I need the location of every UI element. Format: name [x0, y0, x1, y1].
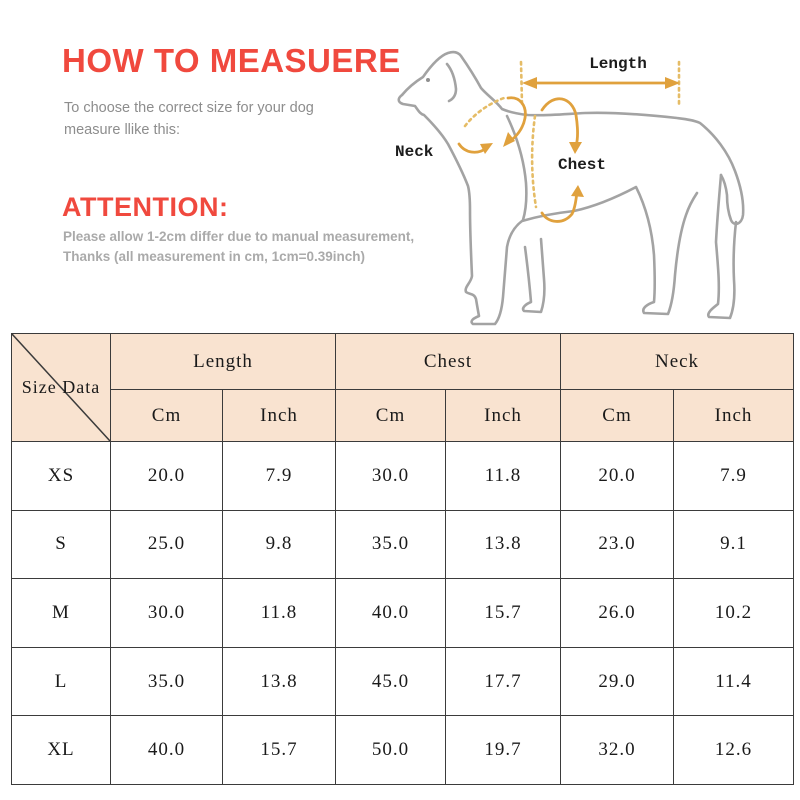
- neck-label: Neck: [395, 143, 434, 161]
- value-cell: 15.7: [445, 578, 562, 648]
- withers-arrowhead: [503, 132, 515, 147]
- chest-bottom-arrow: [540, 190, 579, 223]
- dog-ear-line: [445, 62, 458, 103]
- size-data-corner-cell: Size Data: [11, 333, 111, 442]
- table-row-l: L 35.0 13.8 45.0 17.7 29.0 11.4: [11, 646, 795, 717]
- chest-top-arrowhead: [569, 142, 582, 154]
- dog-measurement-diagram: Length Neck Chest: [395, 50, 745, 326]
- chest-bottom-arrowhead: [571, 185, 584, 197]
- value-cell: 30.0: [110, 578, 223, 648]
- length-arrowhead-left: [522, 77, 537, 89]
- value-cell: 20.0: [560, 441, 675, 511]
- value-cell: 29.0: [560, 646, 675, 717]
- value-cell: 17.7: [445, 646, 562, 717]
- attention-note-line-1: Please allow 1-2cm differ due to manual …: [63, 229, 415, 244]
- value-cell: 7.9: [673, 441, 795, 511]
- unit-header-neck-cm: Cm: [560, 389, 675, 442]
- value-cell: 11.8: [221, 578, 337, 648]
- value-cell: 40.0: [335, 578, 447, 648]
- table-row-s: S 25.0 9.8 35.0 13.8 23.0 9.1: [11, 509, 795, 580]
- dog-eye-dot: [426, 78, 430, 82]
- length-label: Length: [589, 55, 647, 73]
- value-cell: 35.0: [335, 509, 447, 580]
- value-cell: 40.0: [110, 715, 223, 785]
- value-cell: 26.0: [560, 578, 675, 648]
- subtitle: To choose the correct size for your dog …: [64, 97, 314, 141]
- value-cell: 50.0: [335, 715, 447, 785]
- unit-header-neck-inch: Inch: [673, 389, 795, 442]
- table-row-xs: XS 20.0 7.9 30.0 11.8 20.0 7.9: [11, 441, 795, 511]
- dog-far-front-leg-line: [521, 237, 546, 314]
- dog-front-and-belly-line: [397, 93, 699, 326]
- page-title: HOW TO MEASUERE: [62, 42, 401, 79]
- table-row-m: M 30.0 11.8 40.0 15.7 26.0 10.2: [11, 578, 795, 648]
- value-cell: 23.0: [560, 509, 675, 580]
- attention-note: Please allow 1-2cm differ due to manual …: [63, 227, 414, 267]
- value-cell: 35.0: [110, 646, 223, 717]
- size-data-label: Size Data: [21, 377, 101, 397]
- value-cell: 20.0: [110, 441, 223, 511]
- value-cell: 11.8: [445, 441, 562, 511]
- value-cell: 15.7: [221, 715, 337, 785]
- table-header-length: Length: [109, 333, 337, 390]
- length-left-dotted-guide: [519, 60, 524, 106]
- value-cell: 19.7: [445, 715, 562, 785]
- chest-label: Chest: [558, 156, 606, 174]
- neck-arrowhead: [480, 143, 493, 154]
- chest-dotted-guide: [530, 114, 538, 209]
- subtitle-line-2: measure llike this:: [64, 122, 181, 138]
- unit-header-chest-inch: Inch: [445, 389, 562, 442]
- unit-header-length-cm: Cm: [110, 389, 223, 442]
- value-cell: 13.8: [221, 646, 337, 717]
- value-cell: 7.9: [221, 441, 337, 511]
- size-cell: XS: [11, 441, 111, 511]
- value-cell: 25.0: [110, 509, 223, 580]
- size-cell: S: [11, 509, 111, 580]
- chest-top-arrow: [540, 97, 579, 148]
- value-cell: 32.0: [560, 715, 675, 785]
- length-arrowhead-right: [665, 77, 680, 89]
- size-cell: M: [11, 578, 111, 648]
- attention-note-line-2: Thanks (all measurement in cm, 1cm=0.39i…: [63, 249, 365, 264]
- size-table: Size Data Length Chest Neck Cm Inch Cm I…: [11, 333, 795, 785]
- dog-shoulder-line: [505, 114, 528, 222]
- withers-arrow: [506, 96, 527, 143]
- corner-diagonal-line: [12, 334, 110, 441]
- measure-arrows: [457, 81, 677, 223]
- dog-far-hind-leg-line: [707, 173, 738, 320]
- arrow-heads: [480, 77, 680, 197]
- value-cell: 10.2: [673, 578, 795, 648]
- unit-header-length-inch: Inch: [221, 389, 337, 442]
- size-cell: L: [11, 646, 111, 717]
- dog-outline-drawing: [397, 50, 745, 326]
- table-header-chest: Chest: [335, 333, 562, 390]
- attention-title: ATTENTION:: [62, 192, 229, 222]
- size-cell: XL: [11, 715, 111, 785]
- neck-dotted-guide: [463, 96, 506, 128]
- value-cell: 9.8: [221, 509, 337, 580]
- subtitle-line-1: To choose the correct size for your dog: [64, 100, 314, 116]
- value-cell: 11.4: [673, 646, 795, 717]
- unit-header-chest-cm: Cm: [335, 389, 447, 442]
- value-cell: 12.6: [673, 715, 795, 785]
- value-cell: 45.0: [335, 646, 447, 717]
- value-cell: 13.8: [445, 509, 562, 580]
- table-header-neck: Neck: [560, 333, 795, 390]
- value-cell: 30.0: [335, 441, 447, 511]
- table-row-xl: XL 40.0 15.7 50.0 19.7 32.0 12.6: [11, 715, 795, 785]
- value-cell: 9.1: [673, 509, 795, 580]
